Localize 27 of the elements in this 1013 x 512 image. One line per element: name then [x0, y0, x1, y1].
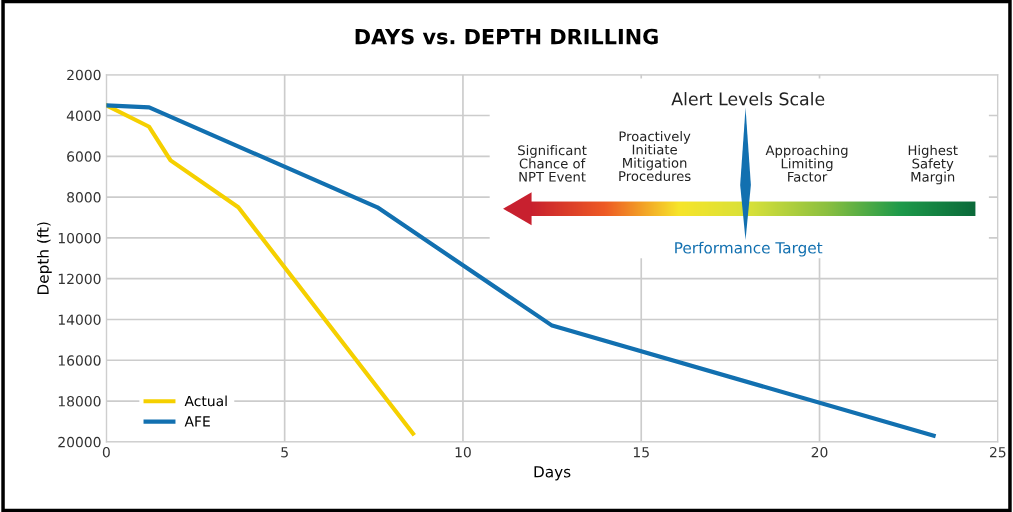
y-tick-label: 4000 [66, 110, 101, 122]
annotation: Highest Safety Margin [908, 145, 958, 185]
x-axis-title: Days [534, 466, 571, 481]
y-tick-label: 20000 [58, 436, 101, 448]
annotation: Alert Levels Scale [671, 92, 825, 106]
x-tick-label: 0 [102, 446, 110, 458]
x-tick-label: 5 [281, 447, 288, 458]
chart-title: DAYS vs. DEPTH DRILLING [355, 28, 658, 45]
x-tick-label: 10 [455, 446, 471, 458]
y-tick-label: 14000 [58, 314, 101, 325]
y-tick-label: 18000 [58, 396, 101, 407]
y-tick-label: 12000 [58, 273, 101, 285]
x-tick-label: 20 [811, 446, 828, 458]
y-tick-label: 10000 [58, 232, 101, 244]
y-axis-title: Depth (ft) [36, 222, 52, 295]
legend-label: AFE [184, 416, 210, 427]
y-tick-label: 6000 [67, 151, 101, 162]
y-tick-label: 2000 [67, 69, 101, 81]
x-tick-label: 15 [633, 447, 649, 458]
annotation: Significant Chance of NPT Event [518, 145, 587, 182]
annotation: Approaching Limiting Factor [765, 145, 848, 182]
annotation: Proactively Initiate Mitigation Procedures [619, 131, 691, 182]
annotation: Performance Target [675, 241, 823, 257]
y-tick-label: 16000 [58, 355, 101, 366]
y-tick-label: 8000 [67, 192, 101, 203]
legend-label: Actual [184, 395, 227, 407]
x-tick-label: 25 [989, 446, 1006, 458]
